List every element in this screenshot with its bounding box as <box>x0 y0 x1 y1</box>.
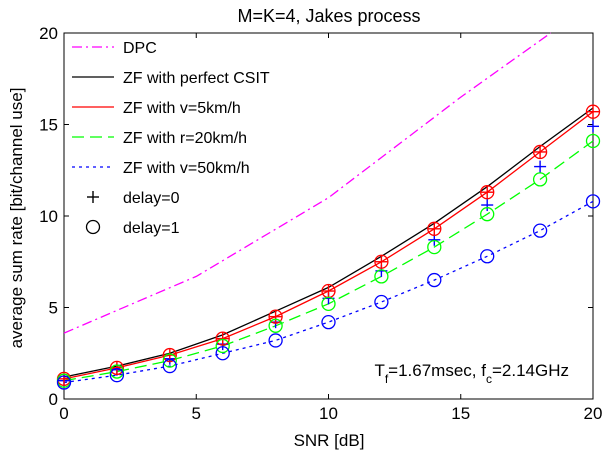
marker-circle <box>162 347 177 363</box>
marker-circle <box>215 346 230 361</box>
series-line-0 <box>63 32 552 334</box>
marker-circle <box>585 104 601 119</box>
marker-plus <box>587 105 599 118</box>
marker-circle <box>427 239 442 255</box>
marker-circle <box>162 358 177 374</box>
marker-circle <box>585 194 601 209</box>
marker-circle <box>215 338 230 354</box>
parameter-annotation: Tf=1.67msec, fc=2.14GHz <box>374 361 569 386</box>
marker-plus <box>481 199 494 212</box>
marker-circle <box>480 207 495 222</box>
x-tick-label: 5 <box>192 404 201 423</box>
axis-ticks: 0 5 10 15 20 0 5 10 15 20 <box>39 24 602 423</box>
marker-plus <box>58 372 70 385</box>
marker-circle <box>268 333 283 348</box>
marker-circle <box>56 375 72 390</box>
marker-circle <box>162 353 177 368</box>
legend-marker-plus <box>87 191 99 203</box>
legend-label-1: ZF with perfect CSIT <box>123 70 270 87</box>
marker-circle <box>427 272 442 288</box>
x-axis-label: SNR [dB] <box>294 431 365 450</box>
series-line-1 <box>63 107 594 378</box>
legend-label-4: ZF with v=50km/h <box>123 160 250 177</box>
marker-circle <box>374 294 389 310</box>
marker-circle <box>268 318 283 333</box>
marker-plus <box>375 255 388 268</box>
marker-plus <box>587 120 599 133</box>
marker-circle <box>532 144 548 160</box>
marker-circle <box>321 296 336 311</box>
marker-circle <box>585 133 601 149</box>
marker-plus <box>534 145 547 158</box>
x-tick-label: 0 <box>59 404 68 423</box>
y-tick-label: 5 <box>49 299 58 318</box>
marker-plus <box>216 332 229 345</box>
marker-layer <box>56 104 601 390</box>
marker-circle <box>321 314 336 330</box>
marker-circle <box>374 269 389 284</box>
y-tick-label: 10 <box>39 207 58 226</box>
marker-circle <box>532 172 548 187</box>
marker-plus <box>110 361 123 374</box>
y-tick-label: 0 <box>49 390 58 409</box>
legend-marker-label-0: delay=0 <box>123 190 180 207</box>
x-tick-label: 20 <box>584 404 603 423</box>
plot-frame <box>63 32 594 400</box>
marker-plus <box>481 186 494 199</box>
marker-circle <box>109 368 125 383</box>
marker-plus <box>428 222 441 235</box>
chart-title: M=K=4, Jakes process <box>237 6 420 26</box>
marker-plus <box>322 285 335 298</box>
legend-label-0: DPC <box>123 40 157 57</box>
series-line-4 <box>63 200 594 384</box>
marker-circle <box>268 309 283 324</box>
marker-circle <box>480 185 495 200</box>
legend-label-3: ZF with r=20km/h <box>123 130 247 147</box>
marker-circle <box>532 223 548 238</box>
marker-plus <box>534 160 547 173</box>
x-tick-label: 10 <box>319 404 338 423</box>
legend-label-2: ZF with v=5km/h <box>123 100 241 117</box>
marker-circle <box>109 360 125 376</box>
x-tick-label: 15 <box>451 404 470 423</box>
marker-circle <box>109 364 125 379</box>
marker-circle <box>480 249 495 264</box>
marker-plus <box>269 310 282 323</box>
y-axis-label: average sum rate [bit/channel use] <box>7 88 26 349</box>
legend-marker-circle <box>85 219 101 235</box>
marker-circle <box>374 254 389 269</box>
y-tick-label: 20 <box>39 24 58 43</box>
series-line-2 <box>63 111 594 380</box>
marker-circle <box>215 331 230 346</box>
legend-marker-label-1: delay=1 <box>123 220 180 237</box>
legend: DPC ZF with perfect CSIT ZF with v=5km/h ZF… <box>72 40 270 237</box>
y-tick-label: 15 <box>39 116 58 135</box>
marker-circle <box>427 221 442 236</box>
